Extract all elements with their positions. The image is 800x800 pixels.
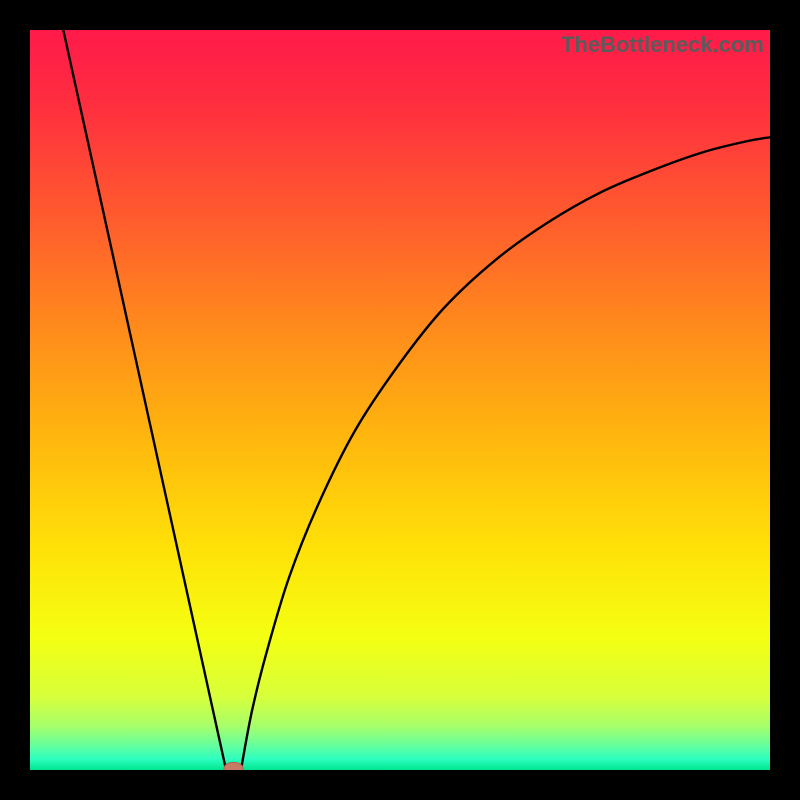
curve-right-branch xyxy=(241,137,770,770)
curve-layer xyxy=(30,30,770,770)
chart-area: TheBottleneck.com xyxy=(30,30,770,770)
curve-left-branch xyxy=(63,30,226,770)
chart-frame: TheBottleneck.com xyxy=(0,0,800,800)
minimum-marker xyxy=(224,762,243,770)
